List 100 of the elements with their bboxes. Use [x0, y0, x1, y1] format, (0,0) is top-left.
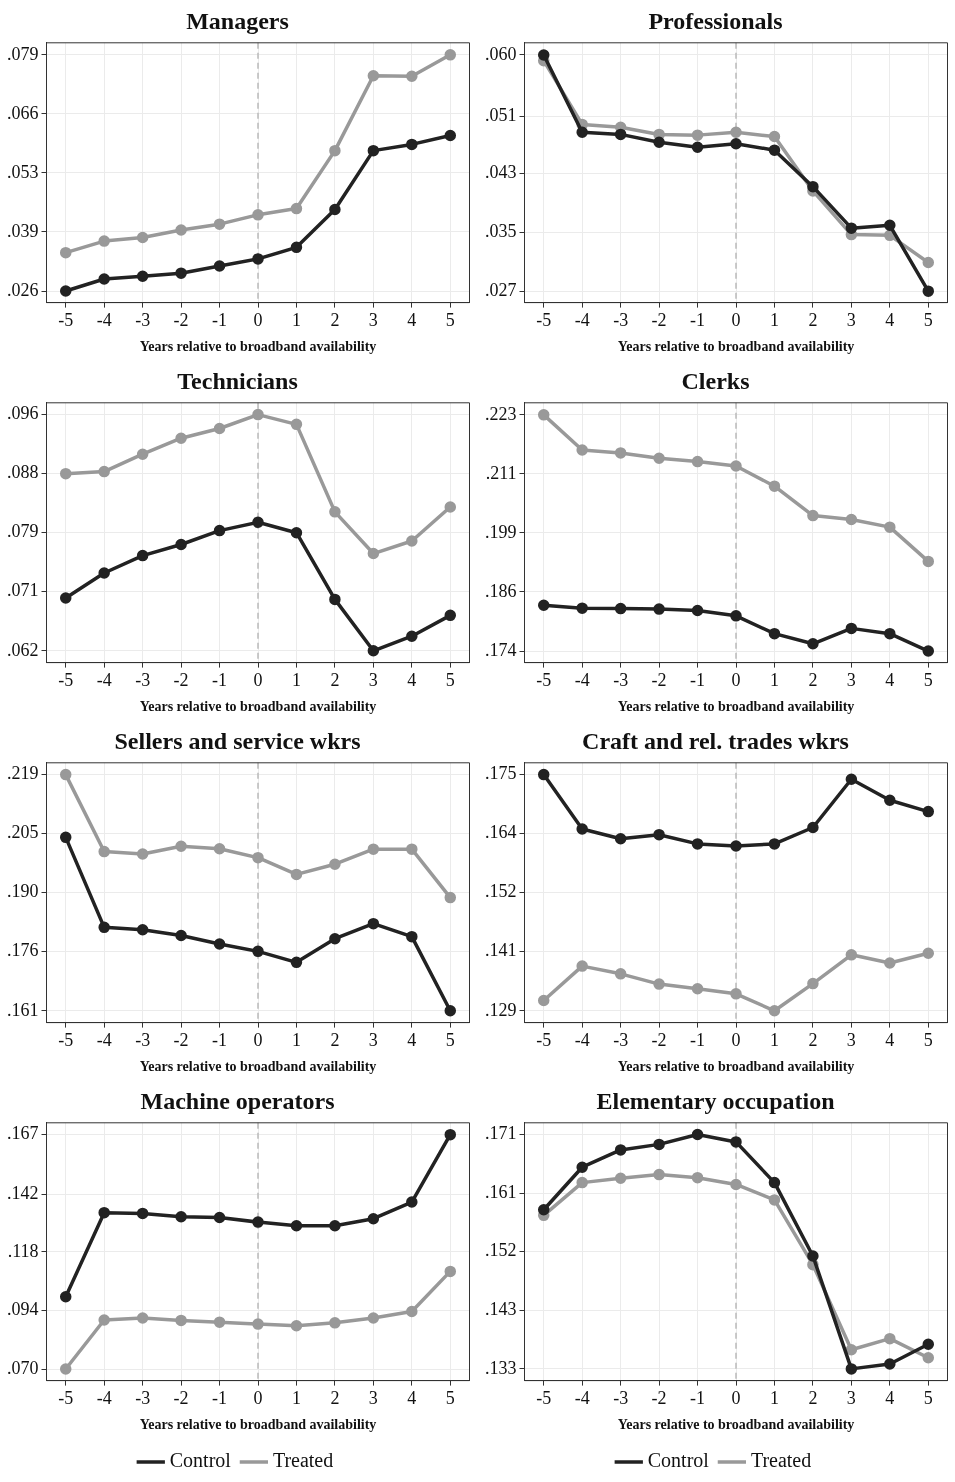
x-tick-label: 3: [846, 310, 856, 331]
x-tick-label: -5: [536, 1030, 552, 1051]
x-tick-label: 3: [368, 1388, 378, 1409]
x-tick-label: -1: [212, 670, 228, 691]
x-tick-label: -3: [613, 1030, 629, 1051]
y-tick-label: .060: [485, 43, 517, 64]
x-tick-label: 4: [407, 1030, 417, 1051]
x-tick-label: -4: [574, 670, 590, 691]
x-tick-label: -2: [173, 670, 189, 691]
x-tick-label: 0: [253, 670, 263, 691]
x-tick-label: 4: [407, 310, 417, 331]
chart-title: Technicians: [177, 367, 298, 394]
chart-title: Clerks: [681, 367, 750, 394]
x-tick-label: 3: [368, 670, 378, 691]
y-tick-label: .118: [7, 1240, 39, 1261]
x-tick-label: -2: [651, 670, 667, 691]
x-tick-label: -4: [96, 1030, 112, 1051]
x-tick-label: -1: [690, 1388, 706, 1409]
chart-title: Sellers and service wkrs: [114, 727, 361, 754]
x-tick-label: -5: [58, 1030, 74, 1051]
legend-label: Treated: [750, 1449, 812, 1472]
y-tick-label: .219: [7, 763, 39, 784]
y-tick-label: .142: [7, 1182, 39, 1203]
y-tick-label: .079: [7, 43, 39, 64]
y-tick-label: .088: [7, 462, 39, 483]
x-tick-label: 1: [291, 310, 301, 331]
x-tick-label: -2: [651, 310, 667, 331]
x-axis-title: Years relative to broadband availability: [617, 1417, 855, 1433]
chart-title: Craft and rel. trades wkrs: [582, 727, 849, 754]
x-axis-title: Years relative to broadband availability: [139, 339, 377, 355]
y-tick-label: .070: [7, 1357, 39, 1378]
chart-title: Managers: [186, 7, 289, 34]
y-tick-label: .039: [7, 220, 39, 241]
x-tick-label: 0: [731, 310, 741, 331]
x-tick-label: 2: [330, 1030, 340, 1051]
y-tick-label: .066: [7, 102, 39, 123]
x-tick-label: 4: [885, 310, 895, 331]
y-tick-label: .211: [485, 462, 517, 483]
y-tick-label: .143: [485, 1299, 517, 1320]
chart-title: Professionals: [648, 7, 783, 34]
x-tick-label: 4: [885, 1030, 895, 1051]
x-tick-label: -2: [173, 1030, 189, 1051]
x-tick-label: 2: [808, 310, 818, 331]
x-tick-label: 5: [445, 310, 455, 331]
x-tick-label: 0: [731, 1030, 741, 1051]
y-tick-label: .186: [485, 580, 517, 601]
x-axis-title: Years relative to broadband availability: [139, 1417, 377, 1433]
x-axis-title: Years relative to broadband availability: [139, 1059, 377, 1075]
x-tick-label: -4: [96, 670, 112, 691]
x-tick-label: 2: [808, 670, 818, 691]
x-tick-label: -3: [135, 1388, 151, 1409]
x-tick-label: 5: [923, 1388, 933, 1409]
chart-title: Machine operators: [140, 1087, 335, 1114]
x-tick-label: 3: [846, 670, 856, 691]
x-tick-label: 0: [731, 670, 741, 691]
x-tick-label: 5: [445, 1030, 455, 1051]
x-tick-label: 3: [368, 1030, 378, 1051]
y-tick-label: .152: [485, 1240, 517, 1261]
x-tick-label: -1: [212, 1388, 228, 1409]
y-tick-label: .199: [485, 521, 517, 542]
x-tick-label: 0: [253, 310, 263, 331]
x-tick-label: -5: [536, 670, 552, 691]
x-tick-label: 5: [923, 1030, 933, 1051]
y-tick-label: .161: [485, 1181, 517, 1202]
y-tick-label: .071: [7, 580, 39, 601]
y-tick-label: .167: [7, 1123, 39, 1144]
x-axis-title: Years relative to broadband availability: [617, 699, 855, 715]
chart-title: Elementary occupation: [596, 1087, 835, 1114]
x-tick-label: -3: [613, 310, 629, 331]
legend-label: Control: [647, 1449, 710, 1472]
x-tick-label: 1: [291, 670, 301, 691]
y-tick-label: .171: [485, 1123, 517, 1144]
x-tick-label: -3: [613, 1388, 629, 1409]
x-tick-label: 1: [769, 670, 779, 691]
y-tick-label: .096: [7, 403, 39, 424]
x-tick-label: -5: [536, 1388, 552, 1409]
y-tick-label: .152: [485, 881, 517, 902]
y-tick-label: .043: [485, 161, 517, 182]
x-axis-title: Years relative to broadband availability: [139, 699, 377, 715]
x-tick-label: -4: [96, 310, 112, 331]
y-tick-label: .051: [485, 105, 517, 126]
x-tick-label: -5: [58, 670, 74, 691]
x-tick-label: 0: [253, 1388, 263, 1409]
x-tick-label: -5: [536, 310, 552, 331]
x-tick-label: 4: [885, 1388, 895, 1409]
y-tick-label: .129: [485, 999, 517, 1020]
x-tick-label: -1: [690, 670, 706, 691]
y-tick-label: .175: [485, 763, 517, 784]
x-tick-label: -1: [212, 310, 228, 331]
x-tick-label: -5: [58, 310, 74, 331]
x-tick-label: -3: [135, 310, 151, 331]
x-tick-label: 2: [330, 1388, 340, 1409]
x-tick-label: 2: [808, 1388, 818, 1409]
x-tick-label: -1: [690, 1030, 706, 1051]
x-tick-label: 2: [330, 310, 340, 331]
x-axis-title: Years relative to broadband availability: [617, 339, 855, 355]
y-tick-label: .027: [485, 279, 517, 300]
x-tick-label: -4: [96, 1388, 112, 1409]
y-tick-label: .205: [7, 822, 39, 843]
x-tick-label: 4: [885, 670, 895, 691]
